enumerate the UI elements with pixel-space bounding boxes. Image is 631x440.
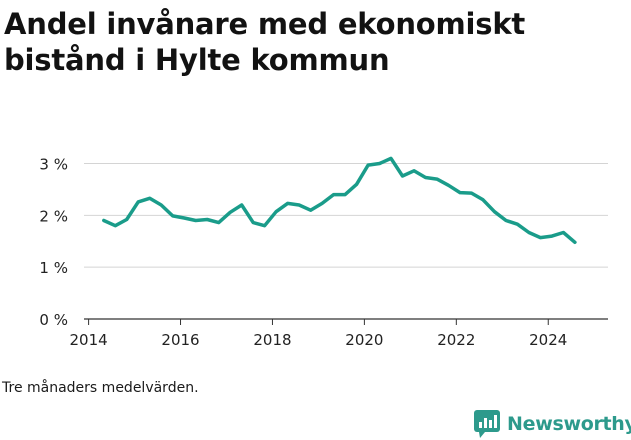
data-point	[355, 183, 358, 186]
data-point	[148, 197, 151, 200]
data-point	[137, 200, 140, 203]
chart-title: Andel invånare med ekonomiskt bistånd i …	[4, 6, 624, 78]
data-point	[458, 191, 461, 194]
chart-title-line-1: Andel invånare med ekonomiskt	[4, 7, 526, 41]
data-point	[321, 202, 324, 205]
data-point	[286, 202, 289, 205]
data-point	[527, 231, 530, 234]
newsworthy-logo-icon	[474, 410, 500, 438]
x-tick-label: 2014	[70, 331, 108, 349]
data-point	[389, 157, 392, 160]
x-tick-label: 2020	[345, 331, 383, 349]
newsworthy-brand[interactable]: Newsworthy	[474, 408, 631, 440]
data-point	[424, 176, 427, 179]
data-point	[573, 241, 576, 244]
data-point	[263, 224, 266, 227]
data-point	[332, 193, 335, 196]
chart-footnote: Tre månaders medelvärden.	[2, 380, 199, 396]
data-point	[447, 184, 450, 187]
data-point	[481, 198, 484, 201]
data-point	[309, 209, 312, 212]
chart-title-line-2: bistånd i Hylte kommun	[4, 43, 390, 77]
data-point	[114, 224, 117, 227]
data-point	[252, 221, 255, 224]
data-point	[378, 162, 381, 165]
data-point	[171, 214, 174, 217]
data-point	[539, 236, 542, 239]
y-tick-label: 0 %	[39, 311, 68, 329]
y-tick-label: 3 %	[39, 156, 68, 174]
data-point	[206, 218, 209, 221]
data-point	[240, 203, 243, 206]
data-point	[412, 169, 415, 172]
x-tick-label: 2024	[529, 331, 567, 349]
x-tick-label: 2022	[437, 331, 475, 349]
y-tick-label: 2 %	[39, 207, 68, 225]
data-point	[367, 164, 370, 167]
data-point	[229, 211, 232, 214]
y-tick-label: 1 %	[39, 259, 68, 277]
data-point	[516, 223, 519, 226]
data-point	[401, 174, 404, 177]
data-point	[194, 219, 197, 222]
data-point	[275, 210, 278, 213]
data-point	[298, 203, 301, 206]
data-point	[344, 193, 347, 196]
x-tick-label: 2018	[253, 331, 291, 349]
data-point	[183, 216, 186, 219]
series-line	[102, 156, 577, 245]
data-point	[550, 235, 553, 238]
data-point	[493, 210, 496, 213]
brand-name: Newsworthy	[507, 413, 631, 435]
data-point	[217, 221, 220, 224]
data-point	[504, 219, 507, 222]
data-point	[102, 219, 105, 222]
data-point	[125, 218, 128, 221]
data-point	[562, 231, 565, 234]
x-tick-label: 2016	[161, 331, 199, 349]
data-point	[435, 178, 438, 181]
data-point	[160, 203, 163, 206]
data-point	[470, 192, 473, 195]
